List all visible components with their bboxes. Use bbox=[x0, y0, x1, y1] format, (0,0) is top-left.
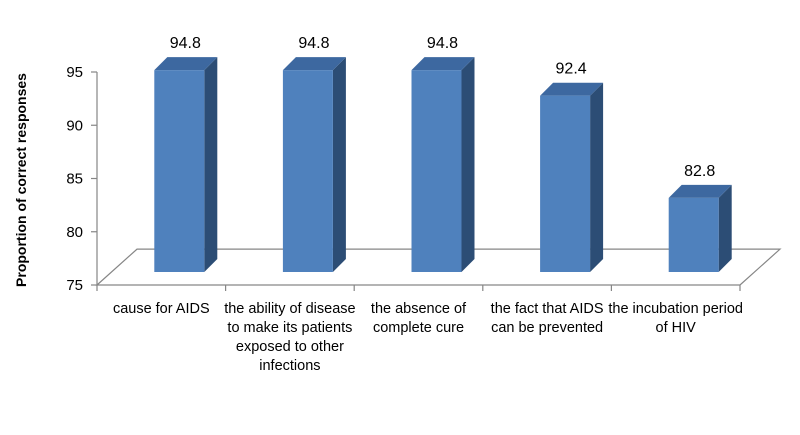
y-tick-label: 95 bbox=[66, 64, 83, 81]
bar bbox=[154, 57, 218, 272]
bar-side bbox=[204, 57, 218, 272]
x-category-label: the fact that AIDS can be prevented bbox=[490, 301, 604, 336]
data-label: 94.8 bbox=[170, 35, 201, 52]
bar-top bbox=[282, 57, 346, 71]
y-axis-title: Proportion of correct responses bbox=[13, 73, 29, 287]
x-category-label: the incubation period of HIV bbox=[608, 301, 743, 336]
data-label: 92.4 bbox=[556, 61, 587, 78]
bar-front bbox=[154, 70, 205, 272]
y-tick-label: 90 bbox=[66, 117, 83, 134]
bar bbox=[540, 82, 604, 272]
bar-front bbox=[668, 197, 719, 272]
bar-side bbox=[718, 184, 732, 272]
y-tick-label: 85 bbox=[66, 171, 83, 188]
bar-top bbox=[668, 184, 732, 198]
bar-side bbox=[461, 57, 475, 272]
data-label: 94.8 bbox=[427, 35, 458, 52]
bar-top bbox=[154, 57, 218, 71]
bar-front bbox=[411, 70, 462, 272]
bar bbox=[282, 57, 346, 272]
y-tick-label: 75 bbox=[66, 277, 83, 294]
bar-top bbox=[540, 82, 604, 96]
data-label: 94.8 bbox=[298, 35, 329, 52]
bar bbox=[668, 184, 732, 272]
bar-front bbox=[540, 95, 591, 272]
y-tick-label: 80 bbox=[66, 224, 83, 241]
x-category-label: the absence of complete cure bbox=[370, 301, 467, 336]
bar-front bbox=[282, 70, 333, 272]
x-category-label: cause for AIDS bbox=[112, 301, 210, 317]
bar bbox=[411, 57, 475, 272]
x-category-label: the ability of disease to make its patie… bbox=[224, 301, 356, 374]
bar-side bbox=[332, 57, 346, 272]
bar-top bbox=[411, 57, 475, 71]
data-label: 82.8 bbox=[684, 163, 715, 180]
bar-side bbox=[590, 82, 604, 272]
